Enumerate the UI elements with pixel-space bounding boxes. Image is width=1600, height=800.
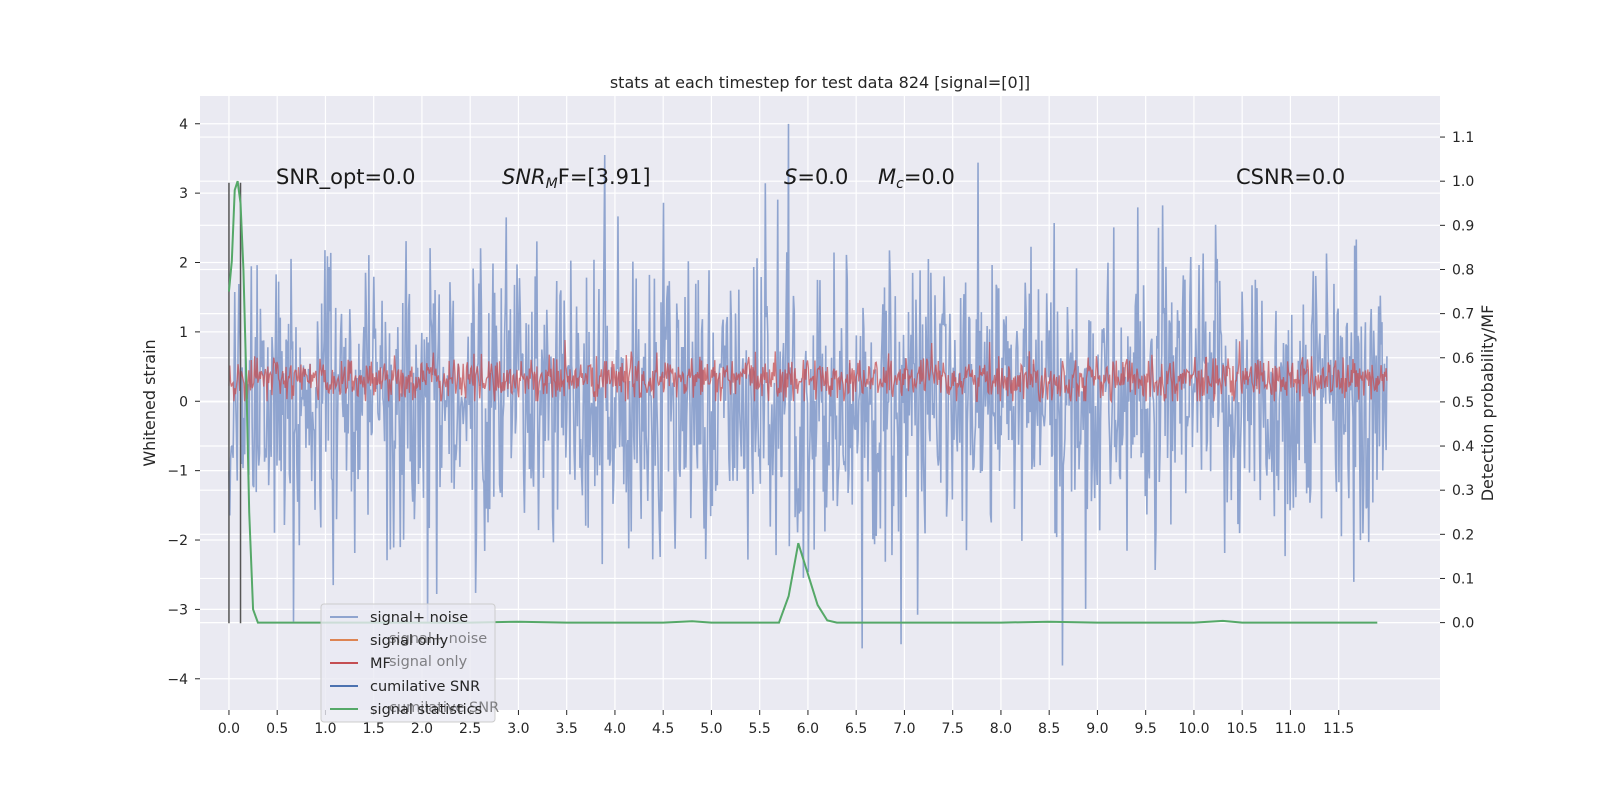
tick-label-right: 1.0 [1452,174,1474,190]
tick-label-right: 0.0 [1452,616,1474,632]
tick-label-x: 7.0 [893,721,915,737]
annotation-snr-mf-rest: F=[3.91] [558,165,651,189]
legend-box [320,603,496,723]
legend-ghost-label: signal only [389,654,468,670]
annotation-csnr: CSNR=0.0 [1236,165,1345,189]
chart-title: stats at each timestep for test data 824… [610,73,1030,92]
annotation-mc-sub: c [896,176,904,192]
left-axis-ticks: 4 3 2 1 0 −1 −2 −3 −4 [167,117,200,688]
y-axis-label: Whitened strain [140,339,159,466]
tick-label-right: 0.8 [1452,262,1474,278]
tick-label-x: 5.0 [700,721,722,737]
tick-label-right: 0.5 [1452,395,1474,411]
annotation-snr-opt: SNR_opt=0.0 [276,165,416,190]
tick-label-left: 2 [179,256,188,272]
tick-label-x: 11.5 [1323,721,1354,737]
annotation-snr-mf: SNRMF=[3.91] [502,165,651,192]
right-axis-ticks: 1.1 1.0 0.9 0.8 0.7 0.6 0.5 0.4 0.3 0.2 0.1 0.0 [1440,130,1474,632]
tick-label-left: −4 [167,672,188,688]
annotation-snr-mf-sub: M [546,176,558,192]
series-line-mf [228,340,1388,404]
tick-label-x: 8.5 [1038,721,1060,737]
tick-label-x: 3.0 [507,721,529,737]
tick-label-right: 0.6 [1452,351,1474,367]
tick-label-x: 4.5 [652,721,674,737]
legend-label: signal only [370,633,449,649]
tick-label-x: 1.5 [363,721,385,737]
tick-label-x: 10.5 [1227,721,1258,737]
tick-label-left: 1 [179,325,188,341]
tick-label-x: 2.0 [411,721,433,737]
y-axis-right-label: Detection probability/MF [1478,305,1497,502]
series-line-signal-statistics [227,180,1378,624]
tick-label-left: 3 [179,186,188,202]
legend: signal+ noise signal only cumilative SNR… [320,603,499,723]
tick-label-x: 11.0 [1275,721,1306,737]
legend-label: cumilative SNR [370,679,480,695]
tick-label-x: 0.5 [266,721,288,737]
tick-label-right: 0.2 [1452,527,1474,543]
annotations: SNR_opt=0.0 SNRMF=[3.91] S=0.0 Mc=0.0 CS… [276,165,1345,192]
tick-label-x: 9.0 [1086,721,1108,737]
tick-label-x: 4.0 [604,721,626,737]
tick-label-left: 4 [179,117,188,133]
annotation-s-val: =0.0 [797,165,848,189]
annotation-mc: Mc=0.0 [878,165,955,192]
tick-label-x: 2.5 [459,721,481,737]
legend-label: MF [370,656,391,672]
legend-ghost-label: signal+ noise [389,631,487,647]
x-axis-ticks: 0.0 0.5 1.0 1.5 2.0 2.5 3.0 3.5 4.0 4.5 5.0 5.5 6.0 6… [218,710,1354,737]
tick-label-left: −1 [167,464,188,480]
series-layer [227,123,1388,666]
tick-label-right: 0.7 [1452,307,1474,323]
tick-label-x: 6.0 [797,721,819,737]
annotation-s-var: S [784,165,797,189]
tick-label-right: 0.1 [1452,571,1474,587]
tick-label-right: 0.9 [1452,218,1474,234]
tick-label-right: 1.1 [1452,130,1474,146]
tick-label-right: 0.4 [1452,439,1474,455]
tick-label-x: 9.5 [1135,721,1157,737]
tick-label-right: 0.3 [1452,483,1474,499]
annotation-mc-val: =0.0 [904,165,955,189]
tick-label-x: 10.0 [1178,721,1209,737]
tick-label-left: 0 [179,394,188,410]
annotation-mc-var: M [878,165,896,189]
tick-label-x: 6.5 [845,721,867,737]
legend-label: signal statistics [370,702,482,718]
tick-label-x: 7.5 [942,721,964,737]
tick-label-x: 1.0 [314,721,336,737]
legend-ghost-entries: signal+ noise signal only cumilative SNR [389,631,499,716]
series-line-signal-noise [228,123,1388,666]
legend-label: signal+ noise [370,610,468,626]
tick-label-x: 5.5 [749,721,771,737]
annotation-snr-mf-base: SNR [502,165,546,189]
tick-label-left: −3 [167,602,188,618]
legend-ghost-label: cumilative SNR [389,700,499,716]
tick-label-left: −2 [167,533,188,549]
tick-label-x: 0.0 [218,721,240,737]
tick-label-x: 3.5 [556,721,578,737]
annotation-s: S=0.0 [784,165,848,189]
tick-label-x: 8.0 [990,721,1012,737]
